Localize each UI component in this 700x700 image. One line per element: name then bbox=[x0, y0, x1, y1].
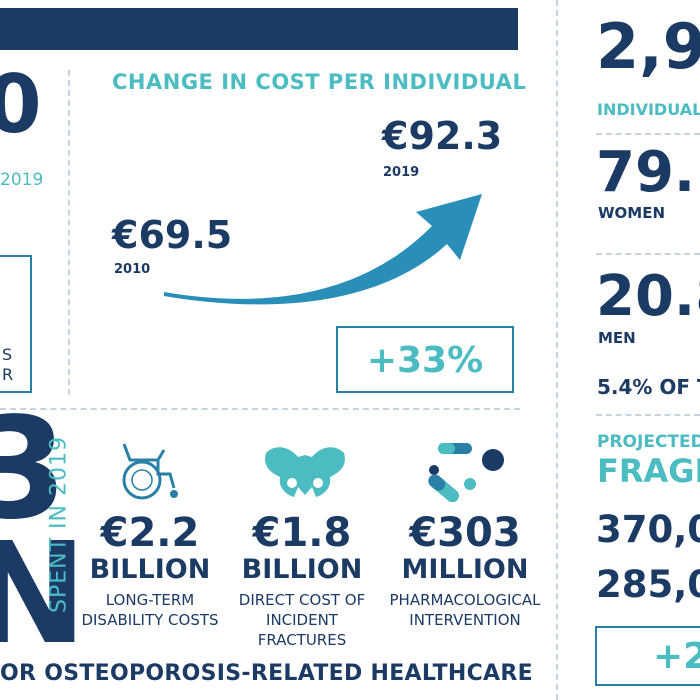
projection-change-box: +2 bbox=[595, 626, 700, 686]
value-2010: €69.5 bbox=[112, 213, 233, 257]
projected-label: PROJECTED bbox=[597, 432, 700, 452]
share-text: 5.4% OF T bbox=[597, 375, 700, 399]
left-info-box: S R bbox=[0, 255, 32, 393]
item-3-desc-1: PHARMACOLOGICAL bbox=[389, 591, 541, 609]
divider-horizontal bbox=[0, 408, 520, 410]
left-big-digit: 0 bbox=[0, 58, 42, 151]
right-individuals-label: INDIVIDUALS bbox=[597, 100, 700, 119]
divider-vertical-right bbox=[556, 0, 558, 700]
left-box-line-1: S bbox=[2, 345, 13, 364]
left-year-label: 2019 bbox=[0, 170, 44, 190]
item-3-desc-2: INTERVENTION bbox=[409, 611, 521, 629]
spend-big-letter: N bbox=[0, 513, 88, 676]
pelvis-icon bbox=[262, 443, 348, 501]
item-2-unit: BILLION bbox=[241, 554, 363, 585]
divider-vertical-left bbox=[68, 70, 70, 395]
men-label: MEN bbox=[598, 329, 636, 347]
right-divider-3 bbox=[596, 414, 700, 416]
right-divider-1 bbox=[596, 133, 700, 135]
item-2-desc-1: DIRECT COST OF bbox=[238, 591, 366, 609]
item-1-desc-2: DISABILITY COSTS bbox=[81, 611, 219, 629]
footer-caption: OR OSTEOPOROSIS-RELATED HEALTHCARE bbox=[0, 661, 533, 686]
item-1-unit: BILLION bbox=[89, 554, 211, 585]
item-3-value: €303 bbox=[409, 510, 521, 556]
projection-value-b: 285,0 bbox=[596, 563, 700, 606]
fragility-label: FRAGI bbox=[597, 452, 700, 490]
year-2019: 2019 bbox=[383, 165, 420, 180]
women-value: 79. bbox=[596, 140, 696, 205]
men-value: 20.8 bbox=[596, 264, 700, 329]
cost-change-title: CHANGE IN COST PER INDIVIDUAL bbox=[112, 70, 527, 94]
item-1-desc-1: LONG-TERM bbox=[105, 591, 195, 609]
item-2-desc-3: FRACTURES bbox=[257, 631, 347, 649]
spend-big-digit: 3 bbox=[0, 388, 68, 551]
women-label: WOMEN bbox=[598, 204, 666, 222]
wheelchair-icon bbox=[118, 440, 182, 502]
item-2-desc-2: INCIDENT bbox=[266, 611, 338, 629]
item-3-unit: MILLION bbox=[401, 554, 529, 585]
pills-icon bbox=[420, 440, 510, 502]
item-1-value: €2.2 bbox=[100, 510, 200, 556]
projection-change-value: +2 bbox=[653, 636, 700, 677]
percent-change-value: +33% bbox=[366, 340, 484, 381]
growth-arrow-icon bbox=[160, 182, 490, 312]
item-2-value: €1.8 bbox=[252, 510, 352, 556]
right-divider-2 bbox=[596, 253, 700, 255]
year-2010: 2010 bbox=[114, 262, 151, 277]
header-banner bbox=[0, 8, 518, 50]
left-box-line-2: R bbox=[2, 365, 14, 384]
value-2019: €92.3 bbox=[382, 114, 503, 158]
percent-change-box: +33% bbox=[336, 326, 514, 393]
spent-in-2019-label: SPENT IN 2019 bbox=[46, 436, 72, 613]
right-big-stat: 2,9 bbox=[596, 10, 700, 83]
projection-value-a: 370,0 bbox=[596, 508, 700, 551]
